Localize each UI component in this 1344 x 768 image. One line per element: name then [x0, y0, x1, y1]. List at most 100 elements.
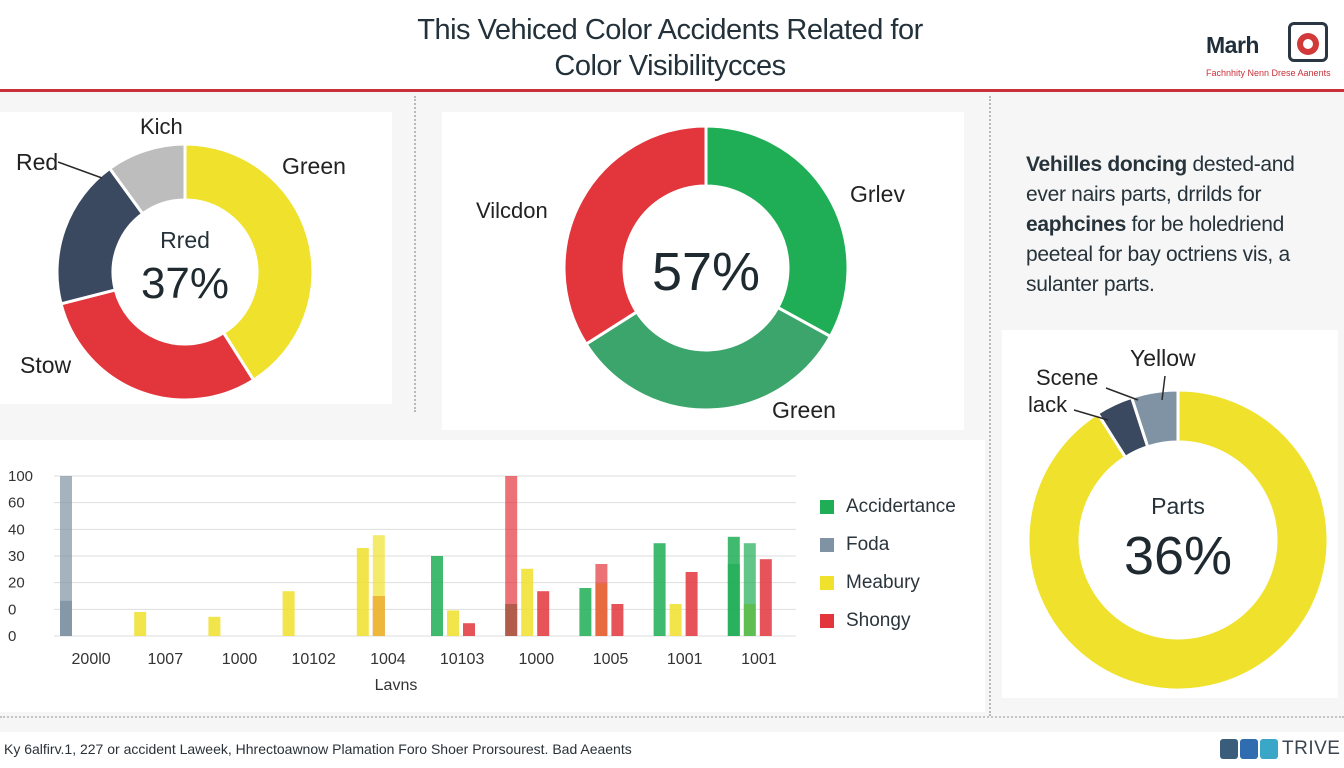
- donut2-label-green: Green: [772, 397, 836, 423]
- legend-item: Accidertance: [820, 488, 956, 526]
- donut1-center-value: 37%: [141, 259, 229, 308]
- footer-note: Ky 6alfirv.1, 227 or accident Laweek, Hh…: [4, 741, 632, 757]
- legend-item: Foda: [820, 526, 956, 564]
- bar-meabury-1: [134, 612, 147, 636]
- facebook-icon[interactable]: [1240, 739, 1258, 759]
- bar-extra-0: [60, 476, 72, 636]
- leader-line-red: [57, 161, 103, 179]
- desc-line2: ever nairs parts, drrilds for: [1026, 183, 1262, 206]
- bar-accidertance-7: [579, 588, 592, 636]
- desc-line1-rest: dested-and: [1186, 153, 1295, 176]
- donut-chart-center: Vilcdon Grlev Green 57%: [476, 124, 905, 423]
- bar-shongy-6: [537, 591, 550, 636]
- leader-line-lack: [1073, 409, 1109, 421]
- donut1-label-red: Red: [16, 149, 58, 175]
- legend-item: Shongy: [820, 602, 956, 640]
- donut2-label-vilcdon: Vilcdon: [476, 198, 548, 223]
- desc-line4: peeteal for bay octriens vis, a: [1026, 243, 1290, 266]
- bar-shongy-9: [759, 559, 772, 636]
- header-divider: [0, 89, 1344, 92]
- desc-line3-bold: eaphcines: [1026, 213, 1127, 236]
- header: This Vehiced Color Accidents Related for…: [0, 0, 1344, 90]
- bar-meabury-4: [356, 548, 369, 636]
- bar-legend: Accidertance Foda Meabury Shongy: [820, 488, 956, 640]
- y-tick-label: 0: [8, 601, 16, 618]
- y-tick-label: 0: [8, 628, 16, 645]
- donut1-label-kich: Kich: [140, 114, 183, 139]
- donut3-label-lack: lack: [1028, 392, 1068, 417]
- legend-label: Accidertance: [846, 496, 956, 517]
- bar-extra-3: [595, 564, 608, 636]
- legend-swatch: [820, 576, 834, 590]
- bar-shongy-5: [463, 623, 475, 636]
- x-tick-label: 1005: [593, 651, 629, 668]
- legend-item: Meabury: [820, 564, 956, 602]
- donut2-label-grlev: Grlev: [850, 181, 905, 207]
- donut2-slice-grlev: [704, 124, 850, 339]
- donut2-center-value: 57%: [652, 242, 760, 302]
- leader-line-yellow: [1161, 375, 1166, 401]
- donut3-label-yellow: Yellow: [1130, 345, 1196, 371]
- car-badge-icon: [1288, 22, 1328, 62]
- donut3-center-value: 36%: [1124, 526, 1232, 586]
- donut1-slice-kich: [107, 142, 187, 216]
- page-title-line2: Color Visibilitycces: [554, 50, 786, 82]
- y-tick-label: 60: [8, 495, 25, 512]
- x-tick-label: 10103: [440, 651, 485, 668]
- donut3-slice-yellow: [1026, 388, 1330, 692]
- donut3-center-label: Parts: [1151, 493, 1205, 519]
- legend-swatch: [820, 614, 834, 628]
- bar-meabury-8: [669, 604, 682, 636]
- social-links: TRIVE: [1220, 738, 1340, 760]
- bar-extra-1: [372, 535, 385, 636]
- y-tick-label: 100: [8, 468, 33, 485]
- leader-line-scene: [1105, 387, 1139, 401]
- brand-logo[interactable]: Marh Fachnhity Nenn Drese Aanents: [1200, 18, 1344, 84]
- y-tick-label: 40: [8, 521, 25, 538]
- x-tick-label: 200l0: [72, 651, 111, 668]
- footer: Ky 6alfirv.1, 227 or accident Laweek, Hh…: [0, 732, 1344, 768]
- bar-accidertance-8: [653, 543, 666, 636]
- desc-line5: sulanter parts.: [1026, 273, 1155, 296]
- desc-line1-bold: Vehilles doncing: [1026, 153, 1187, 176]
- donut1-label-stow: Stow: [20, 352, 72, 378]
- donut1-label-green: Green: [282, 153, 346, 179]
- donut-chart-right: Yellow Scene lack Parts 36%: [1026, 345, 1330, 692]
- page-title-line1: This Vehiced Color Accidents Related for: [417, 14, 923, 46]
- bar-meabury-5: [447, 610, 459, 636]
- legend-swatch: [820, 538, 834, 552]
- bar-extra-4: [727, 564, 740, 636]
- brand-tagline: Fachnhity Nenn Drese Aanents: [1206, 68, 1331, 78]
- bar-extra-2: [505, 476, 518, 636]
- bar-meabury-3: [282, 591, 295, 636]
- y-tick-label: 20: [8, 575, 25, 592]
- donut1-center-label: Rred: [160, 227, 210, 253]
- legend-label: Foda: [846, 534, 890, 555]
- x-tick-label: 10102: [291, 651, 336, 668]
- bar-shongy-7: [611, 604, 624, 636]
- divider-vertical-1: [414, 96, 416, 412]
- x-tick-label: 1001: [667, 651, 703, 668]
- bar-chart: 0 0 20 30 40 60 100 200l0 1007 1000 10102 1004 1010…: [8, 468, 796, 694]
- desc-line3-rest: for be holedriend: [1126, 213, 1285, 236]
- donut-chart-left: Kich Red Green Stow Rred 37%: [16, 114, 346, 402]
- description-text: Vehilles doncing dested-and ever nairs p…: [1026, 150, 1326, 300]
- divider-horizontal: [0, 716, 1344, 718]
- donut2-slice-green: [584, 305, 833, 412]
- donut3-slice-lack: [1129, 388, 1180, 449]
- bar-extra-5: [743, 543, 756, 636]
- camera-icon[interactable]: [1260, 739, 1278, 759]
- donut1-slice-stow: [59, 288, 256, 402]
- donut3-label-scene: Scene: [1036, 365, 1098, 390]
- divider-vertical-2: [989, 96, 991, 716]
- donut2-slice-vilcdon: [562, 124, 708, 347]
- bar-shongy-8: [685, 572, 698, 636]
- legend-swatch: [820, 500, 834, 514]
- y-tick-label: 30: [8, 548, 25, 565]
- linkedin-icon[interactable]: [1220, 739, 1238, 759]
- bar-meabury-6: [521, 568, 534, 636]
- brand-name: Marh: [1206, 32, 1259, 58]
- x-tick-label: 1000: [519, 651, 555, 668]
- legend-label: Meabury: [846, 572, 920, 593]
- donut1-slice-green: [183, 142, 315, 383]
